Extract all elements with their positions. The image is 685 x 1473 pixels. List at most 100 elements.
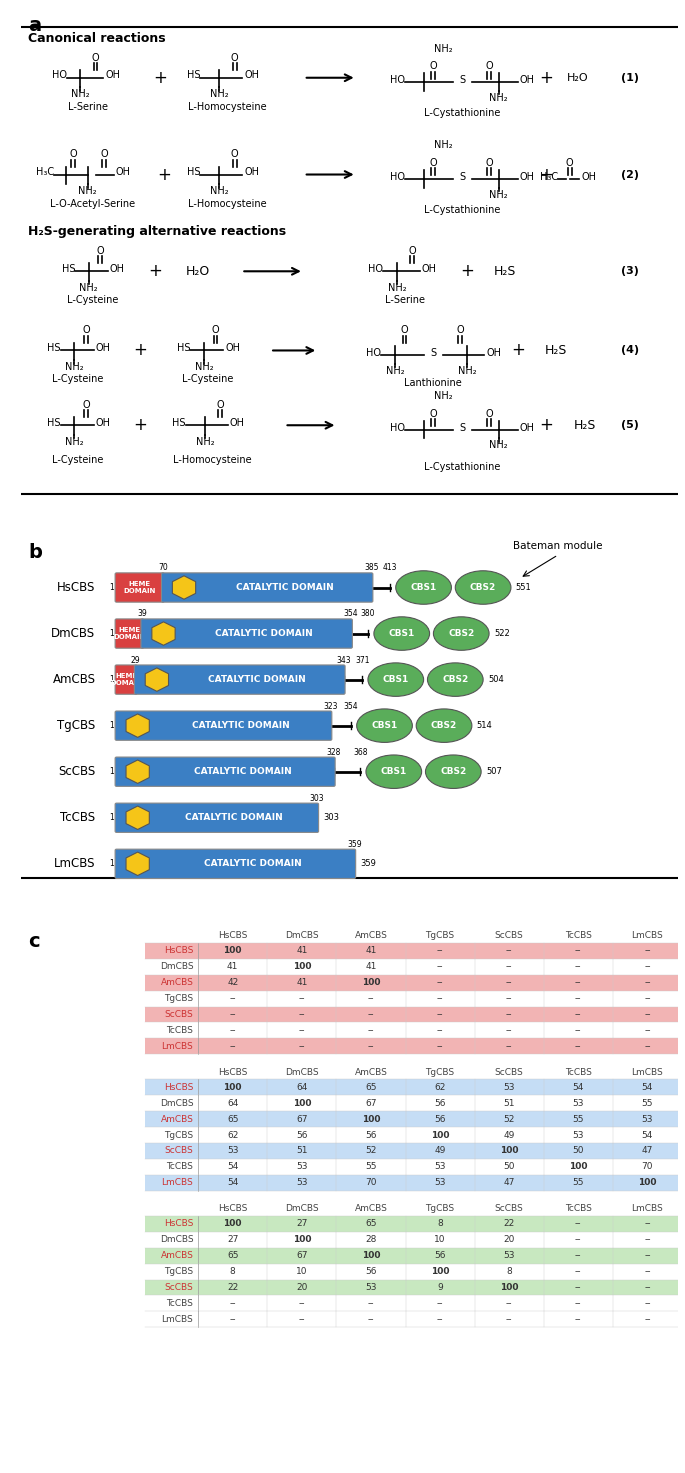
Text: L-Serine: L-Serine	[384, 295, 425, 305]
Text: 29: 29	[131, 655, 140, 664]
Text: 323: 323	[323, 701, 338, 710]
Text: CBS2: CBS2	[440, 767, 466, 776]
FancyBboxPatch shape	[115, 757, 335, 787]
Text: CBS2: CBS2	[448, 629, 475, 638]
Text: PLP: PLP	[176, 583, 192, 592]
Text: 380: 380	[361, 610, 375, 619]
Text: OH: OH	[245, 166, 259, 177]
Text: TgCBS: TgCBS	[57, 719, 95, 732]
Text: O: O	[456, 326, 464, 336]
Text: --: --	[229, 1010, 236, 1019]
Text: NH₂: NH₂	[489, 93, 508, 103]
Text: H₂O: H₂O	[566, 72, 588, 82]
Text: L-Cystathionine: L-Cystathionine	[424, 205, 500, 215]
Text: 70: 70	[365, 1178, 377, 1187]
Text: 100: 100	[500, 1283, 519, 1292]
Text: 65: 65	[365, 1083, 377, 1091]
Text: --: --	[575, 962, 582, 971]
Text: --: --	[644, 1220, 651, 1228]
Text: 20: 20	[503, 1236, 515, 1245]
Text: --: --	[368, 1010, 374, 1019]
Text: --: --	[437, 994, 443, 1003]
Text: CATALYTIC DOMAIN: CATALYTIC DOMAIN	[204, 859, 301, 868]
Text: 53: 53	[573, 1131, 584, 1140]
Text: TgCBS: TgCBS	[164, 1267, 193, 1276]
Text: b: b	[28, 544, 42, 563]
Text: 28: 28	[365, 1236, 377, 1245]
Text: NH₂: NH₂	[195, 437, 214, 446]
Text: 53: 53	[573, 1099, 584, 1108]
Text: OH: OH	[520, 75, 535, 85]
Text: ScCBS: ScCBS	[495, 1068, 523, 1077]
Text: 54: 54	[227, 1178, 238, 1187]
Text: 343: 343	[336, 655, 351, 664]
Text: 41: 41	[296, 946, 308, 955]
Text: OH: OH	[520, 172, 535, 183]
Text: 55: 55	[573, 1178, 584, 1187]
FancyBboxPatch shape	[145, 975, 682, 990]
Text: AmCBS: AmCBS	[160, 1115, 193, 1124]
Text: --: --	[644, 1010, 651, 1019]
Text: S: S	[459, 75, 465, 85]
Text: O: O	[401, 326, 408, 336]
Text: --: --	[299, 1299, 305, 1308]
Text: CBS1: CBS1	[381, 767, 407, 776]
Text: --: --	[506, 1041, 512, 1050]
Text: (5): (5)	[621, 420, 639, 430]
Text: --: --	[575, 1299, 582, 1308]
Text: 56: 56	[434, 1099, 446, 1108]
Text: Lanthionine: Lanthionine	[404, 379, 462, 387]
Text: OH: OH	[520, 423, 535, 433]
Text: NH₂: NH₂	[388, 283, 406, 293]
Text: NH₂: NH₂	[458, 365, 476, 376]
Text: L-Homocysteine: L-Homocysteine	[188, 199, 266, 209]
Text: +: +	[511, 342, 525, 359]
Text: HS: HS	[62, 264, 75, 274]
Text: 100: 100	[431, 1131, 449, 1140]
Text: 1: 1	[109, 813, 114, 822]
Text: 51: 51	[503, 1099, 515, 1108]
Text: 41: 41	[296, 978, 308, 987]
Text: PLP: PLP	[129, 722, 146, 731]
Text: --: --	[299, 1041, 305, 1050]
Text: --: --	[644, 1283, 651, 1292]
Text: 54: 54	[642, 1083, 653, 1091]
Text: NH₂: NH₂	[79, 186, 97, 196]
Text: Bateman module: Bateman module	[513, 541, 603, 551]
Text: L-Cystathionine: L-Cystathionine	[424, 461, 500, 471]
Text: 67: 67	[296, 1251, 308, 1259]
FancyBboxPatch shape	[145, 1143, 682, 1159]
Text: AmCBS: AmCBS	[53, 673, 95, 686]
Text: NH₂: NH₂	[210, 90, 229, 100]
Text: NH₂: NH₂	[434, 140, 452, 150]
Text: 10: 10	[296, 1267, 308, 1276]
Text: 70: 70	[158, 564, 168, 573]
Text: HsCBS: HsCBS	[218, 931, 247, 940]
Text: 53: 53	[503, 1083, 515, 1091]
Text: L-Cysteine: L-Cysteine	[182, 374, 234, 384]
Text: 100: 100	[569, 1162, 588, 1171]
Text: O: O	[429, 158, 437, 168]
Text: DmCBS: DmCBS	[51, 627, 95, 641]
Text: +: +	[134, 417, 147, 435]
Text: --: --	[644, 978, 651, 987]
Text: O: O	[231, 53, 238, 62]
Text: --: --	[506, 946, 512, 955]
Text: NH₂: NH₂	[71, 90, 89, 100]
Text: --: --	[644, 1315, 651, 1324]
Text: --: --	[575, 978, 582, 987]
Text: AmCBS: AmCBS	[160, 1251, 193, 1259]
Text: --: --	[575, 994, 582, 1003]
Text: O: O	[82, 326, 90, 336]
Text: LmCBS: LmCBS	[162, 1315, 193, 1324]
Text: 10: 10	[434, 1236, 446, 1245]
Text: --: --	[437, 1041, 443, 1050]
Text: 507: 507	[486, 767, 502, 776]
Text: TcCBS: TcCBS	[166, 1299, 193, 1308]
Text: --: --	[644, 1299, 651, 1308]
Text: 47: 47	[642, 1146, 653, 1155]
Text: HS: HS	[47, 343, 61, 354]
Text: --: --	[644, 1027, 651, 1036]
Text: 1: 1	[109, 767, 114, 776]
Text: H₂S: H₂S	[494, 265, 516, 278]
